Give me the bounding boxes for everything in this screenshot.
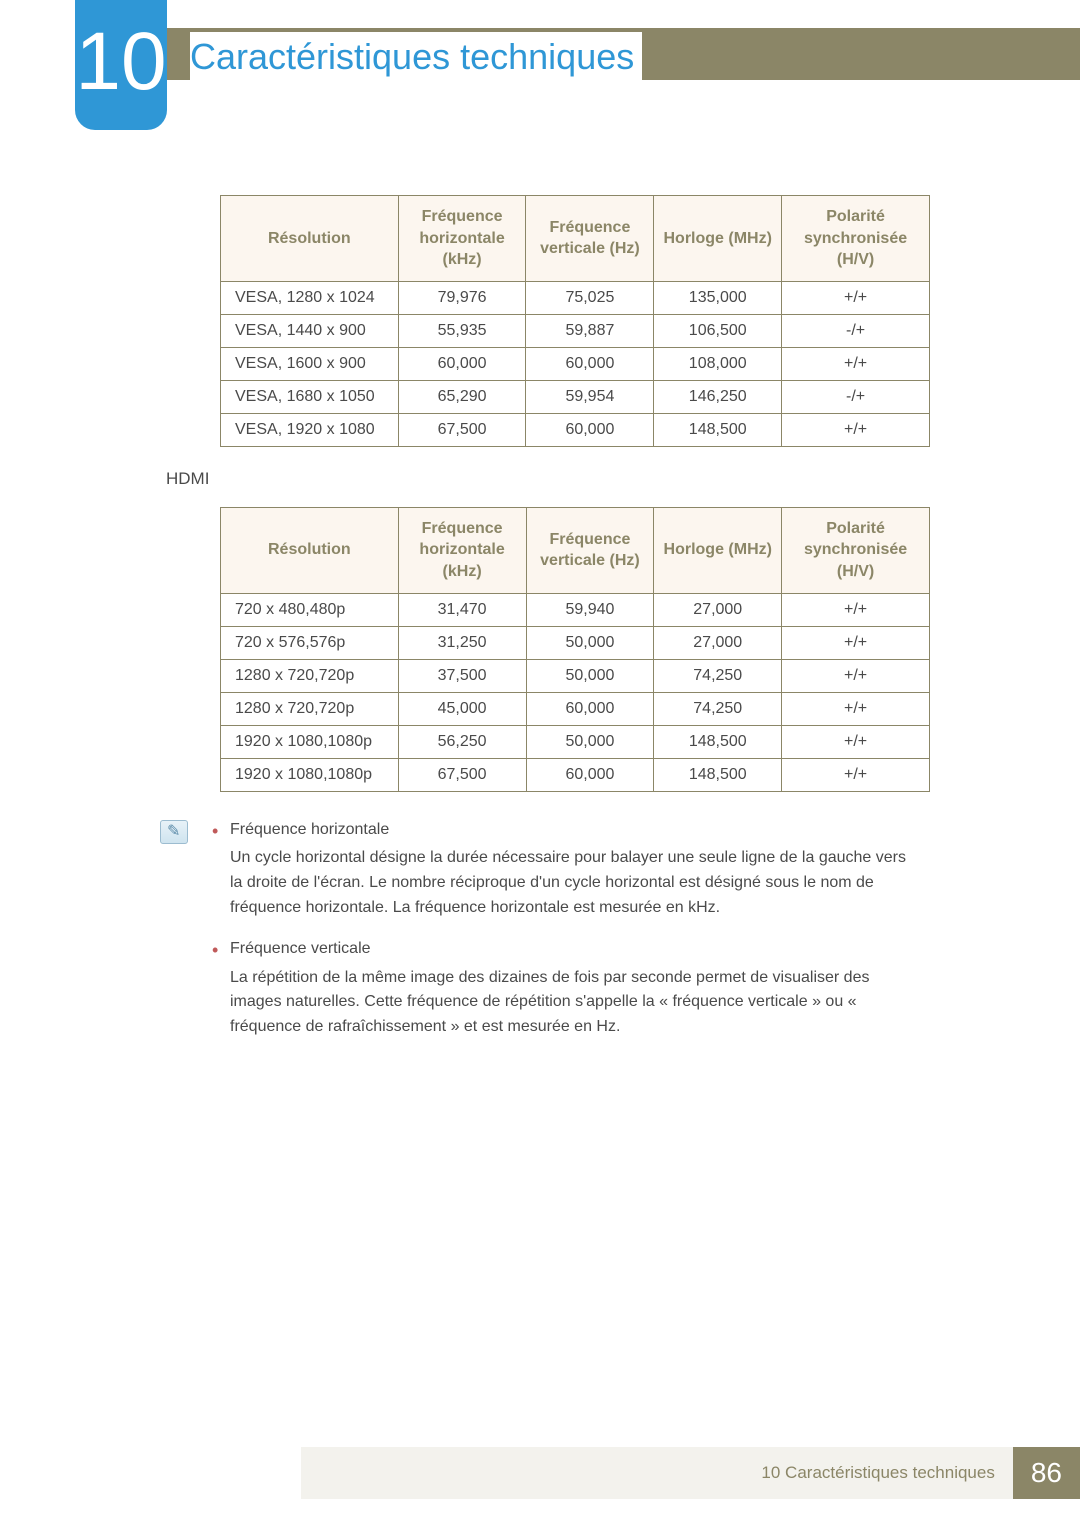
table-cell: 106,500: [654, 314, 782, 347]
footer-page-number: 86: [1013, 1447, 1080, 1499]
spec-table-hdmi: Résolution Fréquence horizontale (kHz) F…: [220, 507, 930, 792]
table-cell: 27,000: [654, 593, 782, 626]
table-cell: VESA, 1920 x 1080: [221, 413, 399, 446]
table-cell: 45,000: [398, 692, 526, 725]
table-cell: 146,250: [654, 380, 782, 413]
table-row: 1920 x 1080,1080p56,25050,000148,500+/+: [221, 725, 930, 758]
table-cell: 67,500: [398, 758, 526, 791]
table-cell: 1280 x 720,720p: [221, 659, 399, 692]
table-cell: 31,250: [398, 626, 526, 659]
chapter-badge: 10: [75, 0, 167, 130]
note-item: Fréquence horizontale Un cycle horizonta…: [212, 818, 910, 921]
table-cell: 108,000: [654, 347, 782, 380]
table-cell: 50,000: [526, 725, 654, 758]
chapter-number: 10: [75, 21, 166, 103]
table-cell: +/+: [782, 593, 930, 626]
table-cell: +/+: [782, 626, 930, 659]
table-cell: +/+: [782, 692, 930, 725]
table-cell: 1280 x 720,720p: [221, 692, 399, 725]
page-title: Caractéristiques techniques: [190, 32, 642, 82]
table-cell: 1920 x 1080,1080p: [221, 758, 399, 791]
note-term: Fréquence verticale: [230, 937, 910, 962]
footer-text: 10 Caractéristiques techniques: [301, 1447, 1012, 1499]
col-vfreq: Fréquence verticale (Hz): [526, 196, 654, 282]
table-cell: 55,935: [398, 314, 526, 347]
table-cell: 148,500: [654, 758, 782, 791]
table-cell: 37,500: [398, 659, 526, 692]
table-cell: 135,000: [654, 281, 782, 314]
col-hfreq: Fréquence horizontale (kHz): [398, 196, 526, 282]
content-area: Résolution Fréquence horizontale (kHz) F…: [160, 195, 990, 1056]
notes-block: Fréquence horizontale Un cycle horizonta…: [160, 818, 910, 1056]
col-resolution: Résolution: [221, 196, 399, 282]
table-row: VESA, 1680 x 105065,29059,954146,250-/+: [221, 380, 930, 413]
table-row: 720 x 480,480p31,47059,94027,000+/+: [221, 593, 930, 626]
table-cell: +/+: [782, 413, 930, 446]
col-hfreq: Fréquence horizontale (kHz): [398, 507, 526, 593]
table-cell: 56,250: [398, 725, 526, 758]
table-cell: 65,290: [398, 380, 526, 413]
table-cell: 67,500: [398, 413, 526, 446]
col-clock: Horloge (MHz): [654, 507, 782, 593]
table-cell: 60,000: [526, 692, 654, 725]
table-cell: 74,250: [654, 692, 782, 725]
table-cell: 50,000: [526, 626, 654, 659]
table-row: 720 x 576,576p31,25050,00027,000+/+: [221, 626, 930, 659]
table-cell: -/+: [782, 380, 930, 413]
hdmi-section-label: HDMI: [166, 469, 990, 489]
table-cell: 59,954: [526, 380, 654, 413]
table-cell: -/+: [782, 314, 930, 347]
table-row: 1280 x 720,720p45,00060,00074,250+/+: [221, 692, 930, 725]
table-cell: 60,000: [526, 413, 654, 446]
footer: 10 Caractéristiques techniques 86: [301, 1447, 1080, 1499]
table-cell: 59,887: [526, 314, 654, 347]
note-term: Fréquence horizontale: [230, 818, 910, 843]
table-cell: 50,000: [526, 659, 654, 692]
table-cell: VESA, 1280 x 1024: [221, 281, 399, 314]
note-desc: Un cycle horizontal désigne la durée néc…: [230, 849, 906, 916]
table-cell: VESA, 1680 x 1050: [221, 380, 399, 413]
table-cell: 60,000: [526, 758, 654, 791]
table-cell: VESA, 1600 x 900: [221, 347, 399, 380]
table-cell: 720 x 576,576p: [221, 626, 399, 659]
table-row: 1920 x 1080,1080p67,50060,000148,500+/+: [221, 758, 930, 791]
table-cell: 720 x 480,480p: [221, 593, 399, 626]
spec-table-vesa: Résolution Fréquence horizontale (kHz) F…: [220, 195, 930, 447]
table-cell: +/+: [782, 659, 930, 692]
col-clock: Horloge (MHz): [654, 196, 782, 282]
note-item: Fréquence verticale La répétition de la …: [212, 937, 910, 1040]
table-cell: 60,000: [526, 347, 654, 380]
table-cell: 79,976: [398, 281, 526, 314]
col-polarity: Polarité synchronisée (H/V): [782, 196, 930, 282]
table-row: VESA, 1600 x 90060,00060,000108,000+/+: [221, 347, 930, 380]
table-row: 1280 x 720,720p37,50050,00074,250+/+: [221, 659, 930, 692]
table-row: VESA, 1440 x 90055,93559,887106,500-/+: [221, 314, 930, 347]
table-cell: 74,250: [654, 659, 782, 692]
table-cell: 1920 x 1080,1080p: [221, 725, 399, 758]
table-cell: +/+: [782, 758, 930, 791]
table-cell: +/+: [782, 281, 930, 314]
col-vfreq: Fréquence verticale (Hz): [526, 507, 654, 593]
table-row: VESA, 1920 x 108067,50060,000148,500+/+: [221, 413, 930, 446]
note-desc: La répétition de la même image des dizai…: [230, 969, 869, 1036]
table-cell: 148,500: [654, 413, 782, 446]
table-row: VESA, 1280 x 102479,97675,025135,000+/+: [221, 281, 930, 314]
table-cell: 27,000: [654, 626, 782, 659]
col-resolution: Résolution: [221, 507, 399, 593]
col-polarity: Polarité synchronisée (H/V): [782, 507, 930, 593]
note-icon: [160, 820, 188, 844]
note-body: Fréquence horizontale Un cycle horizonta…: [212, 818, 910, 1056]
table-cell: 75,025: [526, 281, 654, 314]
table-cell: 148,500: [654, 725, 782, 758]
table-cell: VESA, 1440 x 900: [221, 314, 399, 347]
table-cell: 60,000: [398, 347, 526, 380]
table-cell: +/+: [782, 725, 930, 758]
table-cell: +/+: [782, 347, 930, 380]
table-cell: 59,940: [526, 593, 654, 626]
table-cell: 31,470: [398, 593, 526, 626]
